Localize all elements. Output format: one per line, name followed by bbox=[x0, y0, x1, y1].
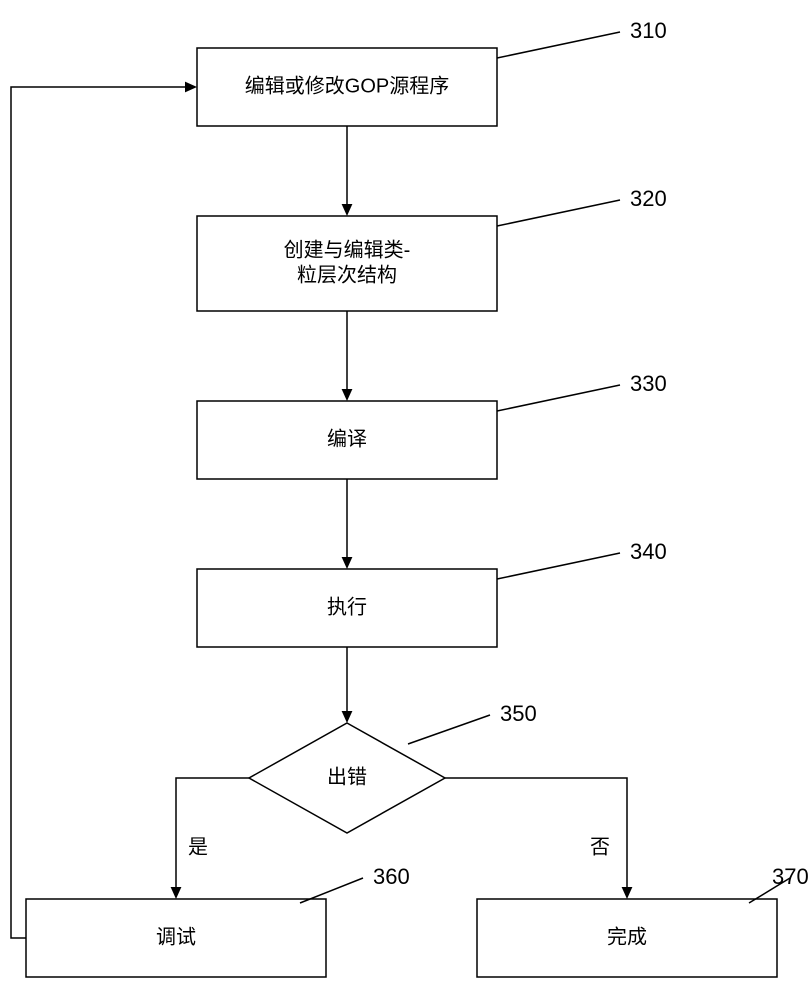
flow-node-n330: 编译 330 bbox=[197, 371, 667, 479]
node-label: 执行 bbox=[327, 595, 367, 618]
node-number: 340 bbox=[630, 539, 667, 564]
node-label: 粒层次结构 bbox=[297, 263, 397, 286]
flow-node-n370: 完成 370 bbox=[477, 864, 809, 977]
flow-node-n320: 创建与编辑类-粒层次结构 320 bbox=[197, 186, 667, 311]
node-label: 出错 bbox=[327, 765, 367, 788]
node-number: 320 bbox=[630, 186, 667, 211]
flow-node-n350: 出错 350 bbox=[249, 701, 537, 833]
flow-node-n340: 执行 340 bbox=[197, 539, 667, 647]
node-label: 调试 bbox=[156, 925, 196, 948]
flow-node-n310: 编辑或修改GOP源程序 310 bbox=[197, 18, 667, 126]
node-label: 编译 bbox=[327, 427, 367, 450]
node-number: 310 bbox=[630, 18, 667, 43]
edge-label: 否 bbox=[590, 836, 610, 858]
edge-label: 是 bbox=[188, 836, 208, 858]
flow-node-n360: 调试 360 bbox=[26, 864, 410, 977]
node-label: 创建与编辑类- bbox=[284, 238, 411, 261]
node-number: 370 bbox=[772, 864, 809, 889]
node-number: 360 bbox=[373, 864, 410, 889]
node-label: 完成 bbox=[607, 925, 647, 948]
node-label: 编辑或修改GOP源程序 bbox=[245, 74, 449, 97]
node-number: 330 bbox=[630, 371, 667, 396]
node-number: 350 bbox=[500, 701, 537, 726]
